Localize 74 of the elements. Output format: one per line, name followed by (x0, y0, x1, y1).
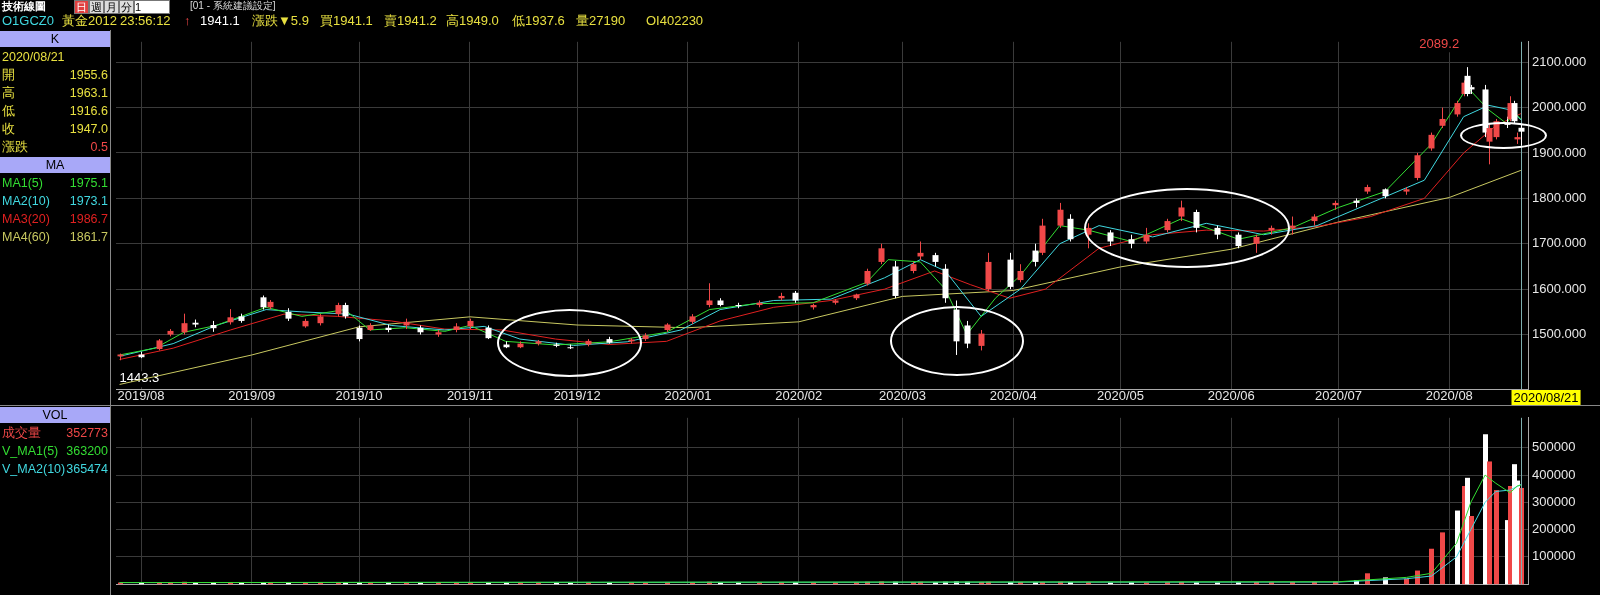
ref-line-label: 2020/08/21 (1513, 389, 1579, 405)
y-tick-label: 500000 (1532, 439, 1576, 455)
text: 高 (2, 85, 15, 102)
text: 1947.0 (69, 121, 108, 138)
text: ↑ (184, 13, 191, 29)
text: 23:56:12 (120, 13, 171, 29)
text: 1916.6 (69, 103, 108, 120)
text: MA4(60) (2, 229, 50, 246)
text: [01 - 系統建議設定] (190, 0, 276, 12)
text: 0.5 (90, 139, 108, 156)
text: 1973.1 (69, 193, 108, 210)
text: 2020/08/21 (1, 49, 66, 66)
x-tick-label: 2020/04 (989, 388, 1037, 404)
text: 分 (119, 0, 134, 14)
text: 黃金2012 (62, 13, 117, 29)
text: 1955.6 (69, 67, 108, 84)
x-tick-label: 2020/06 (1207, 388, 1255, 404)
text: 月 (104, 0, 119, 14)
text: 成交量 (2, 425, 41, 442)
text: VOL (0, 407, 110, 423)
text: 1986.7 (69, 211, 108, 228)
text: MA (0, 157, 110, 173)
text: MA2(10) (2, 193, 50, 210)
text: 1861.7 (69, 229, 108, 246)
x-tick-label: 2020/01 (664, 388, 712, 404)
y-tick-label: 1600.000 (1532, 280, 1587, 296)
x-tick-label: 2019/11 (446, 388, 493, 404)
text: 收 (2, 121, 15, 138)
x-tick-label: 2019/10 (335, 388, 383, 404)
x-tick-label: 2020/08 (1425, 388, 1473, 404)
y-tick-label: 400000 (1532, 466, 1576, 482)
text: 1941.1 (200, 13, 240, 29)
x-tick-label: 2019/12 (553, 388, 601, 404)
y-tick-label: 300000 (1532, 493, 1576, 509)
y-tick-label: 1900.000 (1532, 144, 1587, 160)
text: 週 (89, 0, 104, 14)
text: 352773 (66, 425, 108, 442)
text: 1963.1 (69, 85, 108, 102)
x-tick-label: 2020/05 (1096, 388, 1144, 404)
annotation: 2089.2 (1419, 36, 1460, 52)
text: 量27190 (576, 13, 626, 29)
text: 買1941.1 (320, 13, 373, 29)
x-tick-label: 2020/02 (775, 388, 823, 404)
x-tick-label: 2020/03 (878, 388, 926, 404)
text: 漲跌▼5.9 (252, 13, 309, 29)
y-tick-label: 2000.000 (1532, 99, 1587, 115)
text: 365474 (66, 461, 108, 478)
y-tick-label: 2100.000 (1532, 53, 1587, 69)
text: OI402230 (646, 13, 704, 29)
text: 1975.1 (69, 175, 108, 192)
text: 開 (2, 67, 15, 84)
text: 高1949.0 (446, 13, 499, 29)
text: O1GCZ0 (2, 13, 55, 29)
x-tick-label: 2019/09 (228, 388, 276, 404)
text: 低 (2, 103, 15, 120)
text: 技術線圖 (2, 0, 46, 12)
text: 1 (134, 0, 170, 14)
y-tick-label: 1700.000 (1532, 235, 1587, 251)
x-tick-label: 2020/07 (1315, 388, 1363, 404)
y-tick-label: 1800.000 (1532, 189, 1587, 205)
text: 日 (74, 0, 89, 14)
text: K (0, 31, 110, 47)
text: MA1(5) (2, 175, 43, 192)
y-tick-label: 200000 (1532, 521, 1576, 537)
text: V_MA2(10) (2, 461, 66, 478)
text: V_MA1(5) (2, 443, 59, 460)
x-tick-label: 2019/08 (117, 388, 165, 404)
text: 漲跌 (2, 139, 28, 156)
text: 賣1941.2 (384, 13, 437, 29)
text: MA3(20) (2, 211, 50, 228)
text: 363200 (66, 443, 108, 460)
y-tick-label: 100000 (1532, 548, 1576, 564)
y-tick-label: 1500.000 (1532, 326, 1587, 342)
text: 低1937.6 (512, 13, 565, 29)
